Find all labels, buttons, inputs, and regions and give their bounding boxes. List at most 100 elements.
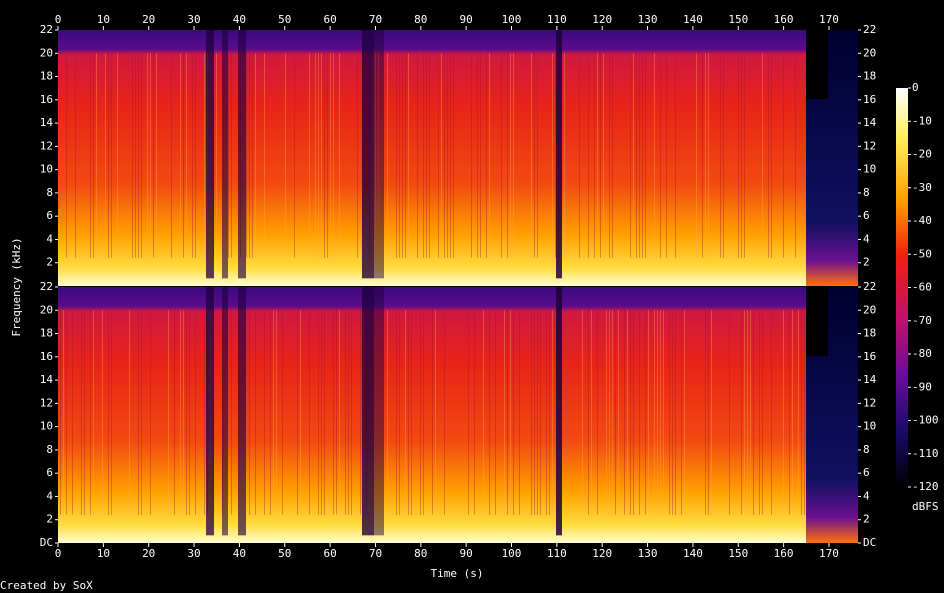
y-tick-label: 16 xyxy=(863,350,876,363)
spectrogram-streak xyxy=(66,310,67,515)
x-tick-label: 100 xyxy=(502,547,522,560)
spectrogram-streak xyxy=(606,310,607,515)
spectrogram-streak xyxy=(270,310,271,515)
y-tick-label: 22 xyxy=(863,23,876,36)
spectrogram-streak xyxy=(603,53,604,258)
spectrogram-streak xyxy=(510,53,511,258)
spectrogram-streak xyxy=(153,53,154,258)
spectrogram-streak xyxy=(108,53,109,258)
spectrogram-streak xyxy=(762,53,763,258)
spectrogram-streak xyxy=(609,310,610,515)
spectrogram-gap xyxy=(238,287,246,536)
spectrogram-streak xyxy=(138,53,139,258)
x-tick-label: 50 xyxy=(278,13,291,26)
spectrogram-streak xyxy=(618,310,619,515)
spectrogram-streak xyxy=(729,310,730,515)
y-tick-label: 10 xyxy=(40,163,53,176)
colorbar-tick-label: -10 xyxy=(912,114,932,127)
spectrogram-streak xyxy=(429,53,430,258)
x-tick-label: 160 xyxy=(774,547,794,560)
y-tick-label: 22 xyxy=(863,280,876,293)
spectrogram-streak xyxy=(276,310,277,515)
colorbar-tick-label: -60 xyxy=(912,281,932,294)
spectrogram-streak xyxy=(60,310,61,515)
spectrogram-streak xyxy=(582,310,583,515)
spectrogram-streak xyxy=(336,310,337,515)
spectrogram-streak xyxy=(93,310,94,515)
spectrogram-streak xyxy=(408,310,409,515)
spectrogram-streak xyxy=(597,310,598,515)
spectrogram-streak xyxy=(189,310,190,515)
y-tick-label: 12 xyxy=(40,396,53,409)
spectrogram-streak xyxy=(90,53,91,258)
spectrogram-streak xyxy=(63,310,64,515)
spectrogram-gap xyxy=(222,287,228,536)
x-tick-label: 150 xyxy=(728,547,748,560)
y-tick-label: DC xyxy=(863,536,876,549)
x-tick-label: 170 xyxy=(819,547,839,560)
spectrogram-streak xyxy=(96,53,97,258)
x-axis-label: Time (s) xyxy=(431,567,484,580)
spectrogram-streak xyxy=(744,310,745,515)
spectrogram-streak xyxy=(669,310,670,515)
spectrogram-streak xyxy=(204,310,205,515)
spectrogram-streak xyxy=(597,53,598,258)
spectrogram-streak xyxy=(648,310,649,515)
credit: Created by SoX xyxy=(0,579,93,592)
spectrogram-dark xyxy=(806,287,828,357)
x-tick-label: 20 xyxy=(142,547,155,560)
x-tick-label: 40 xyxy=(233,547,246,560)
y-tick-label: 4 xyxy=(863,489,870,502)
x-tick-label: 30 xyxy=(187,13,200,26)
colorbar-tick-label: -80 xyxy=(912,347,932,360)
y-tick-label: 22 xyxy=(40,23,53,36)
x-tick-label: 50 xyxy=(278,547,291,560)
y-tick-label: 8 xyxy=(46,186,53,199)
spectrogram-streak xyxy=(771,53,772,258)
spectrogram-streak xyxy=(66,53,67,258)
spectrogram-streak xyxy=(408,53,409,258)
spectrogram-streak xyxy=(552,53,553,258)
x-tick-label: 130 xyxy=(638,13,658,26)
y-tick-label: 6 xyxy=(863,466,870,479)
y-tick-label: 22 xyxy=(40,280,53,293)
spectrogram-streak xyxy=(759,310,760,515)
spectrogram-streak xyxy=(360,310,361,515)
spectrogram-streak xyxy=(417,53,418,258)
spectrogram-streak xyxy=(111,53,112,258)
spectrogram-streak xyxy=(639,53,640,258)
y-tick-label: 12 xyxy=(863,396,876,409)
x-tick-label: 170 xyxy=(819,13,839,26)
y-tick-label: 4 xyxy=(863,232,870,245)
x-tick-label: 90 xyxy=(460,13,473,26)
spectrogram-streak xyxy=(588,310,589,515)
spectrogram-streak xyxy=(579,53,580,258)
spectrogram-gap xyxy=(556,30,562,279)
spectrogram-streak xyxy=(402,53,403,258)
y-tick-label: 4 xyxy=(46,489,53,502)
spectrogram-streak xyxy=(204,53,205,258)
spectrogram-streak xyxy=(321,310,322,515)
spectrogram-streak xyxy=(660,310,661,515)
spectrogram-streak xyxy=(186,53,187,258)
spectrogram-streak xyxy=(552,310,553,515)
spectrogram-streak xyxy=(705,53,706,258)
spectrogram-streak xyxy=(804,310,805,515)
spectrogram-streak xyxy=(339,310,340,515)
spectrogram-streak xyxy=(72,310,73,515)
spectrogram-streak xyxy=(297,310,298,515)
spectrogram-streak xyxy=(783,53,784,258)
x-tick-label: 130 xyxy=(638,547,658,560)
spectrogram-streak xyxy=(411,310,412,515)
spectrogram-streak xyxy=(627,310,628,515)
spectrogram-streak xyxy=(771,310,772,515)
spectrogram-streak xyxy=(183,310,184,515)
x-tick-label: 100 xyxy=(502,13,522,26)
spectrogram-streak xyxy=(387,310,388,515)
spectrogram-streak xyxy=(318,53,319,258)
spectrogram-streak xyxy=(345,310,346,515)
y-tick-label: 2 xyxy=(46,513,53,526)
spectrogram-streak xyxy=(471,53,472,258)
spectrogram-streak xyxy=(792,310,793,515)
y-tick-label: 18 xyxy=(40,70,53,83)
